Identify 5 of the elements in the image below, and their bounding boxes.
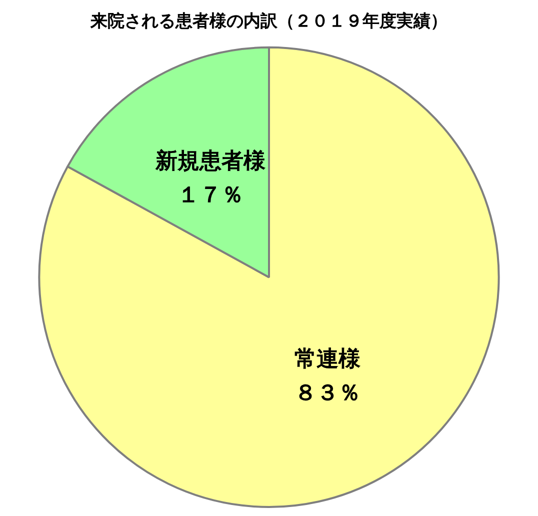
slice-label: 新規患者様 [154, 148, 267, 174]
data-label: １７％ [178, 183, 244, 208]
slice-label: 常連様 [294, 346, 362, 372]
chart-title: 来院される患者様の内訳（２０１９年度実績） [90, 12, 448, 32]
data-label: ８３％ [294, 380, 360, 406]
